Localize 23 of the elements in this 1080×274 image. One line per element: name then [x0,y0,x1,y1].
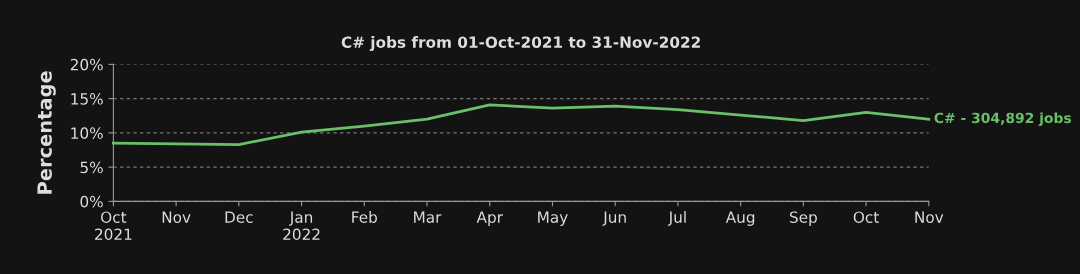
x-tick-label: Jan 2022 [283,211,320,241]
y-tick-label: 0% [80,195,103,208]
y-tick-label: 10% [71,127,103,139]
chart-title: C# jobs from 01-Oct-2021 to 31-Nov-2022 [341,36,700,52]
y-tick-label: 5% [80,161,103,174]
y-axis-title: Percentage [37,71,56,194]
x-tick-label: Sep [789,211,817,226]
x-tick-label: Nov [162,211,191,223]
x-tick-label: Jun [602,211,626,226]
x-tick-label: Aug [725,211,755,226]
x-tick-label: Nov [915,211,944,223]
x-tick-label: Oct 2021 [95,211,132,241]
line-series [112,103,931,146]
x-tick-label: Jul [667,211,686,226]
y-tick-label: 20% [70,58,103,71]
y-tick-label: 15% [71,93,103,105]
x-tick-label: Mar [414,211,442,223]
series-label: C# - 304,892 jobs [934,112,1072,126]
x-tick-label: Oct [853,211,879,223]
x-tick-label: Dec [225,211,253,223]
x-tick-label: May [538,211,568,226]
x-tick-label: Feb [352,211,377,223]
x-tick-label: Apr [476,211,503,226]
